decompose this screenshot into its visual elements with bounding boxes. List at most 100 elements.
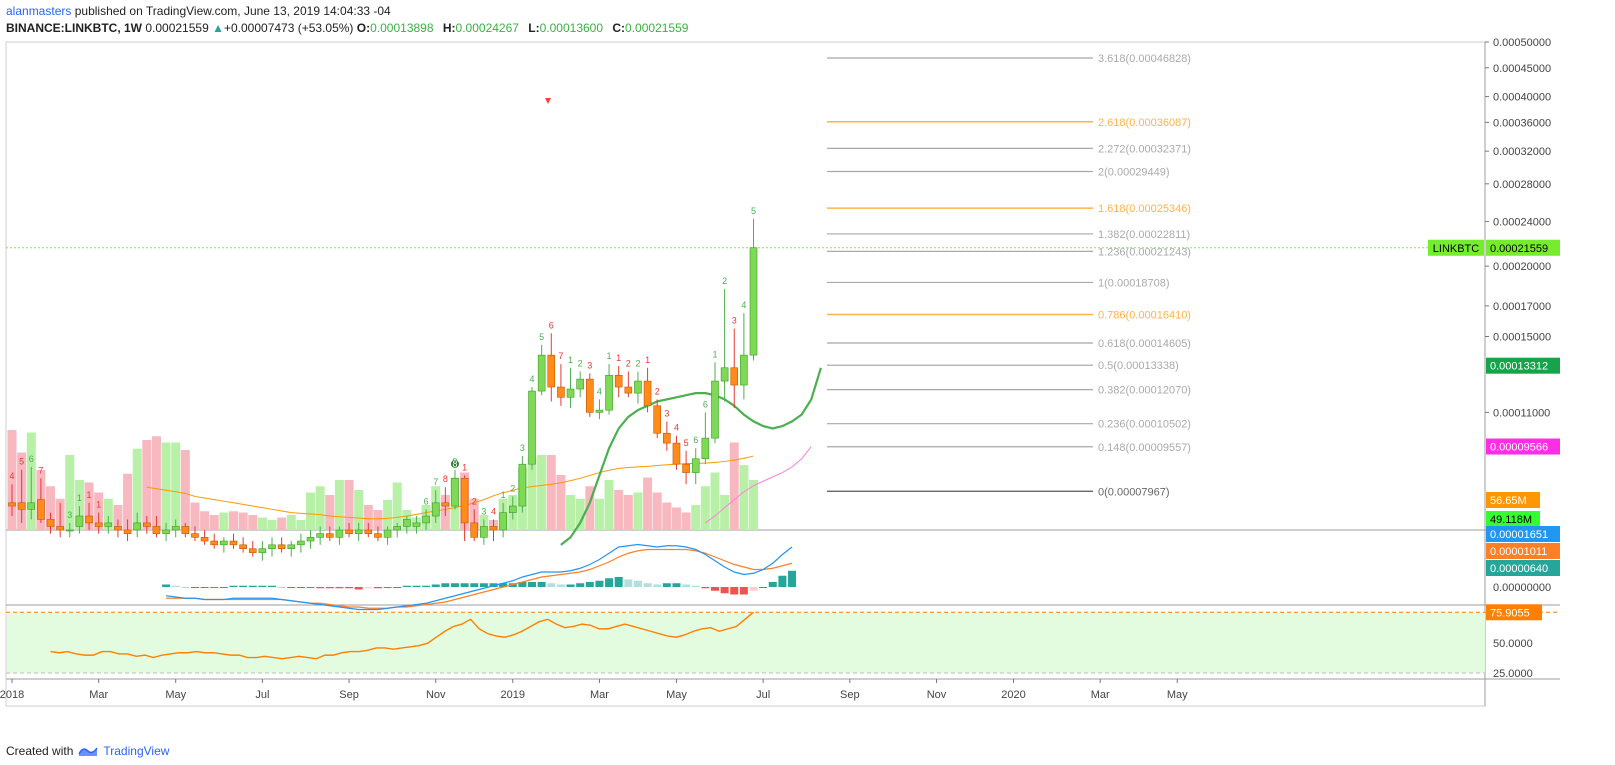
macd-histogram-bar xyxy=(373,587,382,589)
rsi-tick-label: 50.0000 xyxy=(1493,638,1533,650)
candle-body xyxy=(614,374,623,388)
volume-bar xyxy=(373,510,383,530)
fib-level-label: 2(0.00029449) xyxy=(1098,166,1170,178)
tradingview-link[interactable]: TradingView xyxy=(103,744,170,758)
macd-histogram-bar xyxy=(528,582,537,587)
candle-body xyxy=(94,522,103,527)
candle-body xyxy=(441,502,450,507)
rsi-line xyxy=(50,611,754,660)
candle-body xyxy=(85,515,93,524)
candle-body xyxy=(605,374,613,411)
macd-histogram-bar xyxy=(537,582,546,587)
price-tag-bg xyxy=(1486,438,1560,455)
author-link[interactable]: alanmasters xyxy=(6,4,72,18)
candle-body xyxy=(460,478,469,524)
macd-histogram-bar xyxy=(393,587,402,588)
rsi-tag-value: 75.9055 xyxy=(1490,607,1530,619)
rsi-tag-bg xyxy=(1486,604,1542,621)
td-setup-marker xyxy=(450,459,459,468)
fib-level-label: 3.618(0.00046828) xyxy=(1098,53,1191,65)
candle-body xyxy=(624,386,633,394)
volume-bar xyxy=(267,520,277,530)
volume-bar xyxy=(325,495,335,530)
fib-level-label: 2.272(0.00032371) xyxy=(1098,143,1191,155)
macd-histogram-bar xyxy=(239,585,248,587)
high-value: 0.00024267 xyxy=(455,21,519,35)
macd-histogram-bar xyxy=(566,584,575,587)
candle-body xyxy=(46,519,55,527)
candle-body xyxy=(480,526,488,538)
orange-moving-average xyxy=(146,455,754,520)
macd-histogram-bar xyxy=(248,585,257,587)
macd-histogram-bar xyxy=(768,582,777,587)
volume-bar xyxy=(537,455,547,530)
td-count-label: 2 xyxy=(655,386,660,396)
volume-bar xyxy=(614,490,624,530)
macd-tag-value: 0.00000640 xyxy=(1490,563,1548,575)
volume-bar xyxy=(190,502,200,530)
candle-body xyxy=(566,388,575,398)
td-count-label: 6 xyxy=(549,320,554,330)
td-count-label: 4 xyxy=(491,506,496,516)
volume-bar xyxy=(749,480,759,530)
candle-body xyxy=(557,386,565,398)
candle-body xyxy=(171,526,180,531)
candle-body xyxy=(720,367,729,382)
td-count-label: 1 xyxy=(645,355,650,365)
time-tick-label: Jul xyxy=(255,689,269,701)
macd-histogram-bar xyxy=(431,584,440,587)
td-count-label: 4 xyxy=(9,471,14,481)
rsi-band xyxy=(7,612,1485,674)
candle-body xyxy=(200,537,209,542)
up-triangle-icon: ▲ xyxy=(212,21,224,35)
macd-histogram-bar xyxy=(258,585,267,587)
macd-histogram-bar xyxy=(162,584,171,587)
volume-bar xyxy=(354,490,364,530)
td-count-label: 7 xyxy=(558,351,563,361)
candle-body xyxy=(412,522,421,527)
candle-body xyxy=(75,515,84,527)
macd-histogram-bar xyxy=(200,587,209,588)
volume-bar xyxy=(46,486,56,530)
macd-histogram-bar xyxy=(450,583,459,587)
volume-bar xyxy=(566,495,576,530)
td-count-label: 2 xyxy=(578,358,583,368)
candle-body xyxy=(682,463,690,473)
candle-body xyxy=(422,515,430,524)
chart-header: alanmasters published on TradingView.com… xyxy=(6,3,694,37)
price-tag-bg xyxy=(1486,357,1560,374)
volume-bar xyxy=(739,465,749,530)
macd-histogram-bar xyxy=(354,587,363,590)
candle-body xyxy=(325,533,334,538)
candle-body xyxy=(537,354,546,392)
macd-histogram-bar xyxy=(739,587,748,595)
symbol-interval[interactable]: BINANCE:LINKBTC, 1W xyxy=(6,21,142,35)
td-count-label: 2 xyxy=(626,358,631,368)
volume-tag-bg xyxy=(1486,511,1540,527)
time-tick-label: Nov xyxy=(426,689,446,701)
td-count-label: 1 xyxy=(607,351,612,361)
macd-histogram-bar xyxy=(624,579,633,587)
candle-body xyxy=(335,529,344,538)
volume-bar xyxy=(363,505,373,530)
candle-body xyxy=(143,522,151,527)
volume-bar xyxy=(7,430,17,530)
volume-bar xyxy=(180,450,190,530)
macd-histogram-bar xyxy=(306,587,315,588)
td-count-label: 5 xyxy=(539,332,544,342)
volume-bar xyxy=(729,442,739,530)
candle-body xyxy=(364,529,373,534)
candle-body xyxy=(595,409,604,413)
candle-body xyxy=(277,544,286,549)
macd-histogram-bar xyxy=(778,575,787,587)
volume-bar xyxy=(306,492,316,530)
candle-body xyxy=(8,502,16,507)
candle-body xyxy=(258,548,267,553)
macd-tag-bg xyxy=(1486,543,1560,559)
td-count-label: 1 xyxy=(77,493,82,503)
macd-histogram-bar xyxy=(296,587,305,588)
high-label: H: xyxy=(442,21,456,35)
volume-bar xyxy=(671,507,681,530)
candle-body xyxy=(489,526,498,531)
